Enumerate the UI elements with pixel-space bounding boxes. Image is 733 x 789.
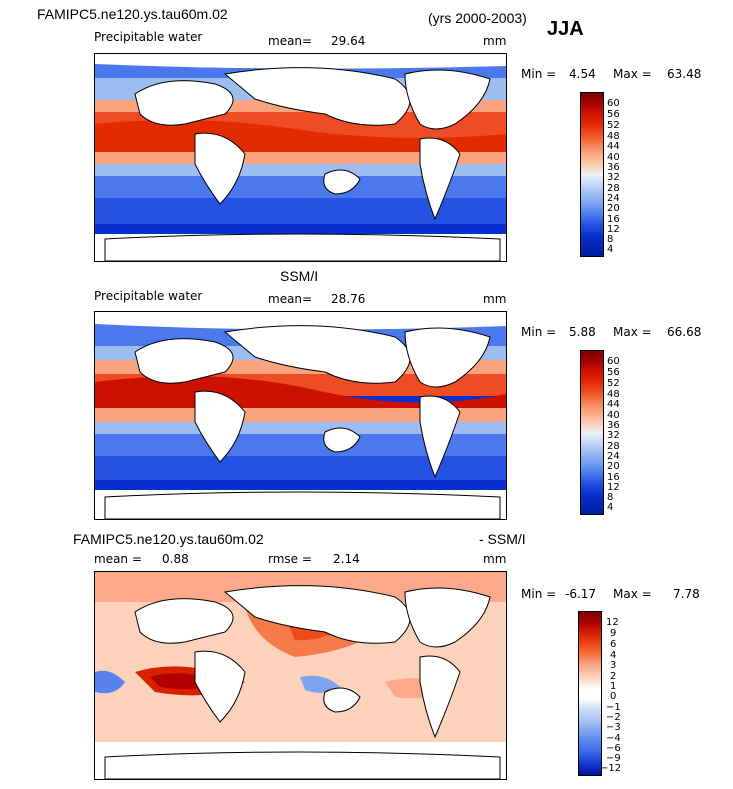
p2-level-12: 12	[607, 482, 620, 493]
p3-level-5: 2	[610, 671, 617, 682]
p2-level-5: 40	[607, 410, 620, 421]
p1-level-6: 36	[607, 162, 620, 173]
panel3-rmse-label: rmse =	[268, 552, 312, 566]
p1-level-7: 32	[607, 172, 620, 183]
panel1-map-svg	[95, 54, 506, 261]
panel3-min-value: -6.17	[565, 587, 597, 601]
panel3-mean-label: mean =	[94, 552, 142, 566]
panel1-min-value: 4.54	[569, 67, 596, 81]
panel2-mean-value: 28.76	[331, 292, 366, 306]
p2-level-8: 28	[607, 441, 620, 452]
p3-level-13: −9	[606, 753, 621, 764]
panel3-max-value: 7.78	[673, 587, 700, 601]
p1-level-2: 52	[607, 120, 620, 131]
p1-level-5: 40	[607, 152, 620, 163]
p2-level-2: 52	[607, 378, 620, 389]
panel1-mean-value: 29.64	[331, 34, 366, 48]
p1-level-8: 28	[607, 183, 620, 194]
p3-level-6: 1	[610, 681, 617, 692]
panel1-map	[94, 53, 507, 262]
season-label: JJA	[547, 18, 584, 40]
panel3-colorbar-fill	[579, 612, 601, 775]
p3-level-14: −12	[600, 763, 622, 774]
panel1-units: mm	[483, 34, 507, 48]
panel3-title-left: FAMIPC5.ne120.ys.tau60m.02	[73, 531, 264, 547]
panel1-min-label: Min =	[521, 67, 557, 81]
p3-level-8: −1	[606, 702, 621, 713]
panel3-map	[94, 571, 507, 780]
panel1-colorbar-fill	[581, 93, 603, 256]
p2-level-7: 32	[607, 430, 620, 441]
p3-level-10: −3	[606, 722, 621, 733]
p3-level-0: 12	[606, 617, 619, 628]
panel2-units: mm	[483, 292, 507, 306]
p1-level-9: 24	[607, 193, 620, 204]
panel2-title: SSM/I	[280, 268, 319, 284]
panel3-title-right: - SSM/I	[479, 531, 526, 547]
panel1-max-value: 63.48	[667, 67, 702, 81]
p3-level-11: −4	[606, 733, 621, 744]
p3-level-1: 9	[610, 628, 617, 639]
p2-level-10: 20	[607, 461, 620, 472]
panel3-units: mm	[483, 552, 507, 566]
panel3-min-label: Min =	[521, 587, 557, 601]
p2-level-4: 44	[607, 399, 620, 410]
panel3-colorbar	[578, 611, 602, 776]
panel3-mean-value: 0.88	[162, 552, 189, 566]
p2-level-14: 4	[607, 502, 614, 513]
p3-level-4: 3	[610, 660, 617, 671]
p2-level-6: 36	[607, 420, 620, 431]
p1-level-3: 48	[607, 131, 620, 142]
p1-level-12: 12	[607, 224, 620, 235]
panel3-max-label: Max =	[613, 587, 652, 601]
panel1-mean-label: mean=	[268, 34, 313, 48]
p1-level-1: 56	[607, 109, 620, 120]
panel1-variable: Precipitable water	[94, 30, 203, 44]
p3-level-3: 4	[610, 650, 617, 661]
p2-level-9: 24	[607, 451, 620, 462]
p1-level-10: 20	[607, 203, 620, 214]
panel2-min-value: 5.88	[569, 325, 596, 339]
panel3-map-svg	[95, 572, 506, 779]
p1-level-4: 44	[607, 141, 620, 152]
p1-level-0: 60	[607, 98, 620, 109]
p1-level-13: 8	[607, 234, 614, 245]
panel1-colorbar	[580, 92, 604, 257]
panel2-max-label: Max =	[613, 325, 652, 339]
p3-level-2: 6	[610, 639, 617, 650]
p2-level-11: 16	[607, 472, 620, 483]
panel2-colorbar-fill	[581, 351, 603, 514]
p2-level-13: 8	[607, 492, 614, 503]
panel3-rmse-value: 2.14	[333, 552, 360, 566]
panel2-map	[94, 311, 507, 520]
panel2-mean-label: mean=	[268, 292, 313, 306]
years-label: (yrs 2000-2003)	[428, 10, 527, 26]
p3-level-9: −2	[606, 712, 621, 723]
panel2-variable: Precipitable water	[94, 289, 203, 303]
panel2-max-value: 66.68	[667, 325, 702, 339]
model-title: FAMIPC5.ne120.ys.tau60m.02	[37, 6, 228, 22]
panel2-map-svg	[95, 312, 506, 519]
p1-level-14: 4	[607, 244, 614, 255]
p2-level-0: 60	[607, 356, 620, 367]
p2-level-1: 56	[607, 367, 620, 378]
p1-level-11: 16	[607, 214, 620, 225]
p3-level-12: −6	[606, 743, 621, 754]
p2-level-3: 48	[607, 389, 620, 400]
panel1-max-label: Max =	[613, 67, 652, 81]
panel2-min-label: Min =	[521, 325, 557, 339]
panel2-colorbar	[580, 350, 604, 515]
p3-level-7: 0	[610, 691, 617, 702]
